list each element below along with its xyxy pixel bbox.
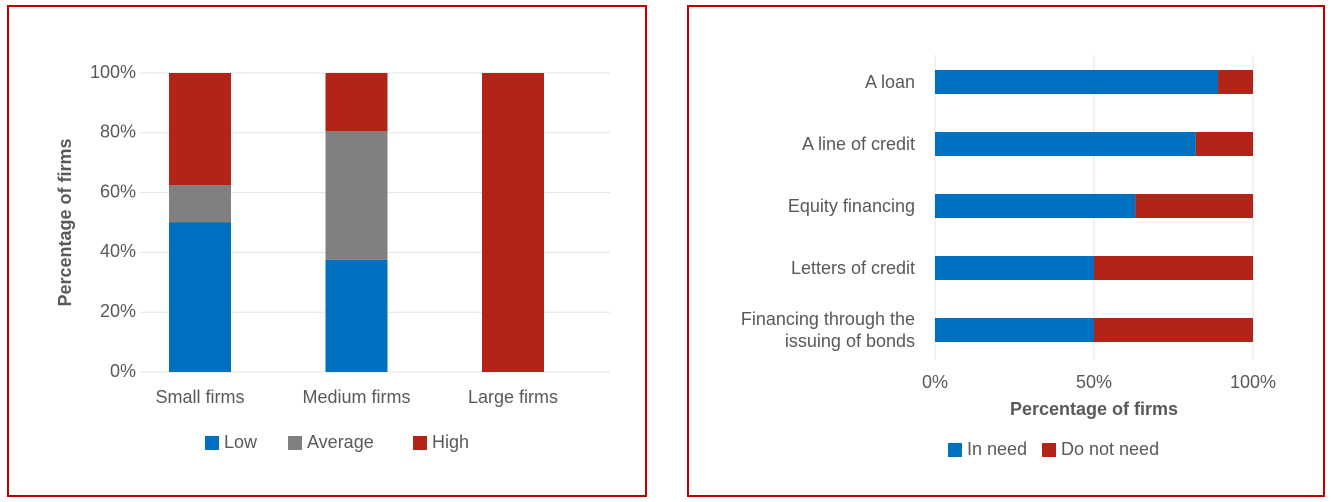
- bar-segment: [169, 222, 231, 372]
- x-tick-label: 0%: [922, 372, 948, 392]
- y-tick-label: Equity financing: [787, 196, 915, 216]
- bar-segment: [325, 131, 388, 260]
- y-tick-label: 20%: [100, 301, 136, 321]
- y-axis-title: Percentage of firms: [55, 138, 75, 306]
- y-tick-label: Equity financing: [787, 196, 915, 216]
- legend-label: Do not need: [1061, 439, 1159, 459]
- x-tick-label: Medium firms: [302, 387, 410, 407]
- bar-segment: [1195, 132, 1253, 156]
- legend-label: Average: [307, 432, 374, 452]
- y-tick-label: Financing through the issuing of bonds: [740, 309, 915, 351]
- y-tick-label: 0%: [110, 361, 136, 381]
- x-tick-label: 100%: [1230, 372, 1276, 392]
- bar-segment: [1135, 194, 1253, 218]
- y-tick-label: A line of credit: [801, 134, 915, 154]
- bar-segment: [935, 318, 1094, 342]
- y-tick-label: A loan: [864, 72, 915, 92]
- panel-border: [687, 5, 1325, 497]
- panel-border: [7, 5, 647, 497]
- legend-label: In need: [967, 439, 1027, 459]
- y-tick-label: A loan: [864, 72, 915, 92]
- legend-swatch: [413, 436, 427, 450]
- legend-swatch: [288, 436, 302, 450]
- bar-segment: [935, 70, 1219, 94]
- x-tick-label: 50%: [1076, 372, 1112, 392]
- bar-segment: [169, 185, 231, 223]
- bar-segment: [935, 132, 1196, 156]
- y-tick-label: 100%: [90, 62, 136, 82]
- y-tick-label: Letters of credit: [790, 258, 915, 278]
- bar-segment: [1094, 256, 1253, 280]
- legend-swatch: [1042, 443, 1056, 457]
- y-tick-label: A line of credit: [801, 134, 915, 154]
- bar-segment: [935, 256, 1094, 280]
- bar-segment: [325, 259, 388, 372]
- legend-swatch: [205, 436, 219, 450]
- bar-segment: [1094, 318, 1253, 342]
- y-tick-label: 60%: [100, 181, 136, 201]
- bar-segment: [482, 73, 544, 372]
- bar-segment: [935, 194, 1136, 218]
- bar-segment: [1218, 70, 1253, 94]
- x-tick-label: Large firms: [468, 387, 558, 407]
- y-tick-label: 80%: [100, 122, 136, 142]
- y-tick-label: Letters of credit: [790, 258, 915, 278]
- y-tick-label: Financing through the issuing of bonds: [740, 309, 915, 351]
- legend-swatch: [948, 443, 962, 457]
- x-tick-label: Small firms: [156, 387, 245, 407]
- bar-segment: [325, 73, 388, 132]
- x-axis-title: Percentage of firms: [1010, 399, 1178, 419]
- bar-segment: [169, 73, 231, 186]
- y-tick-label: 40%: [100, 241, 136, 261]
- legend-label: Low: [224, 432, 258, 452]
- legend-label: High: [432, 432, 469, 452]
